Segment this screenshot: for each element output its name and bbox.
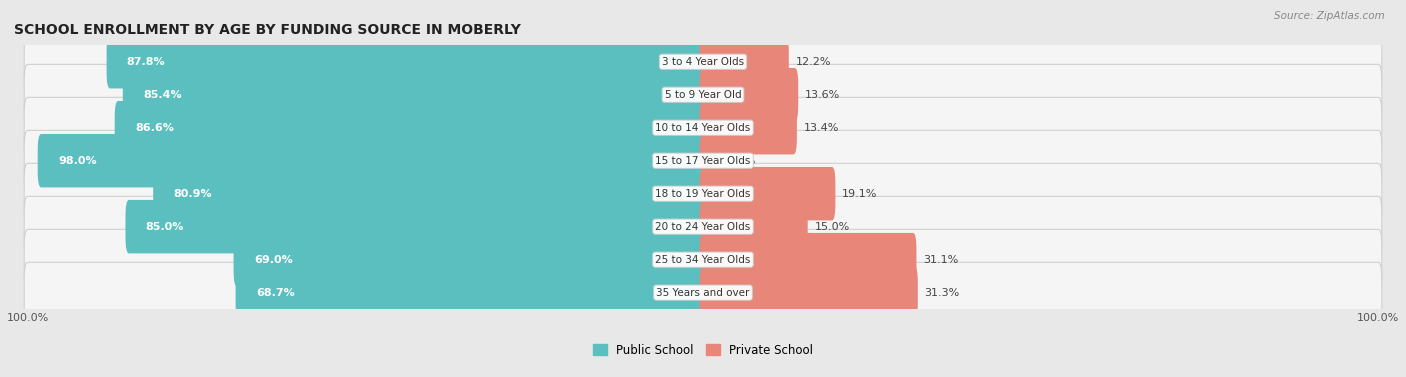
FancyBboxPatch shape bbox=[700, 134, 720, 187]
Text: 85.4%: 85.4% bbox=[143, 90, 181, 100]
Text: 12.2%: 12.2% bbox=[796, 57, 831, 67]
Text: 35 Years and over: 35 Years and over bbox=[657, 288, 749, 298]
FancyBboxPatch shape bbox=[24, 163, 1382, 224]
FancyBboxPatch shape bbox=[700, 233, 917, 287]
FancyBboxPatch shape bbox=[700, 68, 799, 121]
Text: SCHOOL ENROLLMENT BY AGE BY FUNDING SOURCE IN MOBERLY: SCHOOL ENROLLMENT BY AGE BY FUNDING SOUR… bbox=[14, 23, 522, 37]
Text: 68.7%: 68.7% bbox=[256, 288, 295, 298]
Text: 80.9%: 80.9% bbox=[173, 188, 212, 199]
Text: 19.1%: 19.1% bbox=[842, 188, 877, 199]
Text: 87.8%: 87.8% bbox=[127, 57, 166, 67]
FancyBboxPatch shape bbox=[38, 134, 706, 187]
FancyBboxPatch shape bbox=[236, 266, 706, 319]
Legend: Public School, Private School: Public School, Private School bbox=[588, 339, 818, 361]
Text: 13.4%: 13.4% bbox=[804, 123, 839, 133]
Text: 31.1%: 31.1% bbox=[924, 254, 959, 265]
Text: 86.6%: 86.6% bbox=[135, 123, 174, 133]
Text: 69.0%: 69.0% bbox=[254, 254, 292, 265]
Text: 18 to 19 Year Olds: 18 to 19 Year Olds bbox=[655, 188, 751, 199]
FancyBboxPatch shape bbox=[700, 101, 797, 155]
Text: 5 to 9 Year Old: 5 to 9 Year Old bbox=[665, 90, 741, 100]
FancyBboxPatch shape bbox=[24, 31, 1382, 92]
FancyBboxPatch shape bbox=[24, 229, 1382, 290]
Text: 13.6%: 13.6% bbox=[806, 90, 841, 100]
Text: 3 to 4 Year Olds: 3 to 4 Year Olds bbox=[662, 57, 744, 67]
Text: 85.0%: 85.0% bbox=[146, 222, 184, 232]
FancyBboxPatch shape bbox=[125, 200, 706, 253]
FancyBboxPatch shape bbox=[700, 200, 807, 253]
Text: 31.3%: 31.3% bbox=[925, 288, 960, 298]
FancyBboxPatch shape bbox=[24, 196, 1382, 257]
FancyBboxPatch shape bbox=[122, 68, 706, 121]
FancyBboxPatch shape bbox=[24, 262, 1382, 323]
FancyBboxPatch shape bbox=[700, 167, 835, 221]
Text: 20 to 24 Year Olds: 20 to 24 Year Olds bbox=[655, 222, 751, 232]
Text: 10 to 14 Year Olds: 10 to 14 Year Olds bbox=[655, 123, 751, 133]
Text: 15.0%: 15.0% bbox=[814, 222, 849, 232]
Text: 98.0%: 98.0% bbox=[58, 156, 97, 166]
Text: 2.1%: 2.1% bbox=[727, 156, 755, 166]
Text: Source: ZipAtlas.com: Source: ZipAtlas.com bbox=[1274, 11, 1385, 21]
FancyBboxPatch shape bbox=[107, 35, 706, 89]
FancyBboxPatch shape bbox=[115, 101, 706, 155]
FancyBboxPatch shape bbox=[24, 97, 1382, 158]
FancyBboxPatch shape bbox=[700, 35, 789, 89]
FancyBboxPatch shape bbox=[700, 266, 918, 319]
FancyBboxPatch shape bbox=[233, 233, 706, 287]
FancyBboxPatch shape bbox=[24, 64, 1382, 125]
Text: 25 to 34 Year Olds: 25 to 34 Year Olds bbox=[655, 254, 751, 265]
FancyBboxPatch shape bbox=[24, 130, 1382, 191]
FancyBboxPatch shape bbox=[153, 167, 706, 221]
Text: 15 to 17 Year Olds: 15 to 17 Year Olds bbox=[655, 156, 751, 166]
